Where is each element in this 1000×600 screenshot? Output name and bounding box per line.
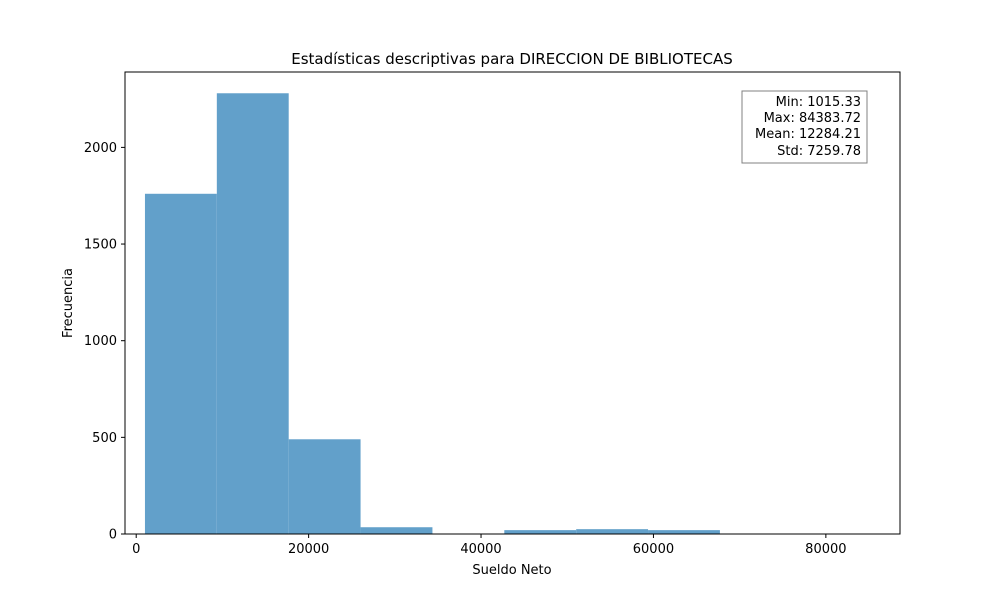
y-tick-label: 0	[109, 528, 117, 543]
chart-title: Estadísticas descriptivas para DIRECCION…	[291, 50, 732, 68]
y-axis-label: Frecuencia	[61, 268, 76, 338]
histogram-bar	[648, 530, 720, 534]
x-axis-label: Sueldo Neto	[472, 563, 551, 578]
y-tick-label: 1000	[84, 334, 117, 349]
stats-max: Max: 84383.72	[764, 111, 861, 126]
histogram-bar	[289, 439, 361, 534]
y-tick-label: 2000	[84, 141, 117, 156]
histogram-bar	[145, 194, 217, 534]
stats-std: Std: 7259.78	[777, 144, 861, 159]
x-tick-label: 40000	[460, 542, 501, 557]
x-tick-label: 60000	[633, 542, 674, 557]
y-tick-label: 500	[92, 431, 117, 446]
x-tick-label: 80000	[805, 542, 846, 557]
x-tick-label: 20000	[288, 542, 329, 557]
histogram-bar	[361, 527, 433, 534]
histogram-bar	[576, 529, 648, 534]
histogram-bar	[504, 530, 576, 534]
stats-mean: Mean: 12284.21	[755, 127, 861, 142]
stats-box: Min: 1015.33 Max: 84383.72 Mean: 12284.2…	[742, 91, 867, 163]
x-axis: 0 20000 40000 60000 80000	[132, 534, 846, 557]
histogram-bar	[217, 93, 289, 534]
x-tick-label: 0	[132, 542, 140, 557]
y-tick-label: 1500	[84, 238, 117, 253]
y-axis: 0 500 1000 1500 2000	[84, 141, 125, 543]
stats-min: Min: 1015.33	[776, 95, 861, 110]
